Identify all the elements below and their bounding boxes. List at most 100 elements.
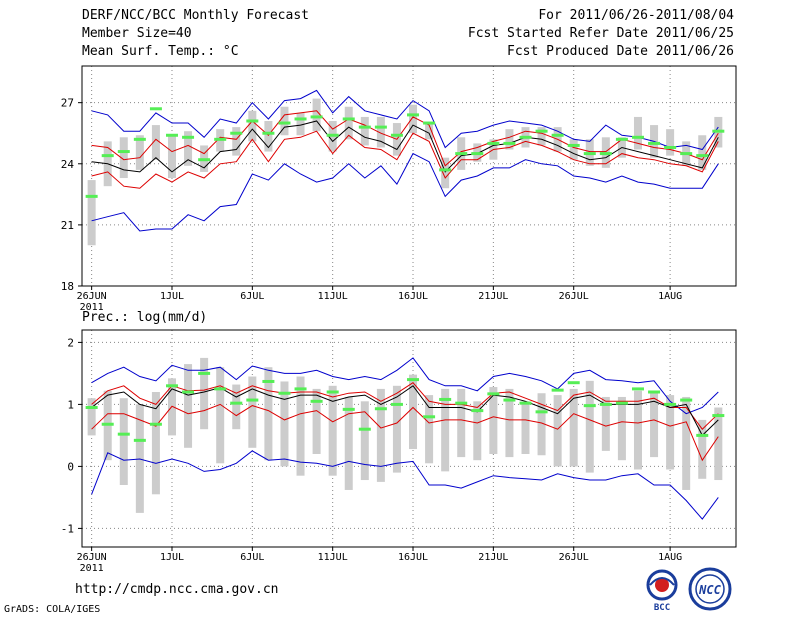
prec-ensemble-box	[328, 385, 337, 476]
precip-variable-label: Prec.: log(mm/d)	[82, 310, 208, 325]
prec-xtick-label: 16JUL	[398, 552, 428, 563]
temp-ensemble-box	[425, 123, 434, 140]
prec-xtick-label: 21JUL	[478, 552, 508, 563]
prec-ytick-label: -1	[61, 522, 74, 535]
temp-ensemble-box	[537, 127, 546, 146]
temp-xtick-year: 2011	[80, 302, 104, 313]
temp-ensemble-box	[409, 104, 418, 134]
prec-upper-line	[91, 382, 719, 430]
temp-xtick-label: 1JUL	[160, 291, 184, 302]
prec-ensemble-box	[360, 401, 369, 481]
prec-max-line	[91, 357, 719, 415]
prec-ensemble-box	[216, 367, 225, 464]
temp-ensemble-box	[232, 127, 241, 156]
prec-ensemble-box	[184, 364, 193, 448]
ncc-logo: NCC	[688, 567, 732, 611]
temp-ensemble-box	[184, 131, 193, 166]
prec-xtick-label: 6JUL	[240, 552, 264, 563]
temp-ensemble-box	[698, 135, 707, 170]
temp-upper-line	[91, 110, 719, 167]
svg-text:BCC: BCC	[654, 603, 670, 613]
prec-ytick-label: 2	[67, 336, 74, 349]
prec-ensemble-box	[200, 357, 209, 430]
prec-lower-line	[91, 403, 719, 462]
temp-ensemble-box	[376, 116, 385, 148]
temp-ensemble-box	[167, 135, 176, 179]
prec-ensemble-box	[264, 367, 273, 461]
prec-ensemble-box	[457, 388, 466, 458]
prec-ensemble-box	[473, 401, 482, 461]
grads-credit: GrADS: COLA/IGES	[4, 604, 101, 615]
temp-ensemble-box	[296, 112, 305, 136]
temp-ytick-label: 21	[61, 219, 74, 232]
temp-ensemble-box	[87, 180, 96, 246]
temp-ensemble-box	[248, 110, 257, 142]
chart-title: DERF/NCC/BCC Monthly Forecast	[82, 8, 309, 23]
prec-ensemble-box	[119, 398, 128, 485]
temp-ensemble-box	[360, 116, 369, 146]
prec-ensemble-box	[376, 388, 385, 482]
temp-xtick-label: 26JUN	[77, 291, 107, 302]
temp-ensemble-box	[505, 129, 514, 150]
temp-ensemble-box	[666, 129, 675, 156]
member-size: Member Size=40	[82, 26, 192, 41]
temp-ytick-label: 24	[61, 158, 75, 171]
prec-ensemble-box	[248, 376, 257, 448]
temp-xtick-label: 1AUG	[658, 291, 682, 302]
prec-min-line	[91, 450, 719, 520]
temp-ensemble-box	[441, 157, 450, 189]
temp-ensemble-box	[312, 98, 321, 132]
prec-ensemble-box	[633, 390, 642, 470]
prec-ensemble-box	[569, 388, 578, 467]
bcc-logo: BCC	[646, 569, 678, 613]
prec-ensemble-box	[521, 401, 530, 454]
prec-ensemble-box	[151, 392, 160, 495]
prec-ensemble-box	[232, 384, 241, 430]
temp-ensemble-box	[151, 125, 160, 160]
svg-text:NCC: NCC	[698, 583, 721, 597]
temp-ensemble-box	[344, 106, 353, 140]
temp-mean-line	[91, 120, 719, 173]
temp-ytick-label: 18	[61, 280, 74, 293]
temp-ensemble-box	[569, 139, 578, 160]
fcst-started-date: Fcst Started Refer Date 2011/06/25	[467, 26, 734, 41]
prec-mean-line	[91, 385, 719, 437]
prec-plot-frame	[81, 329, 737, 548]
prec-ensemble-box	[409, 374, 418, 450]
prec-ensemble-box	[344, 396, 353, 490]
prec-xtick-label: 26JUL	[559, 552, 589, 563]
temp-ensemble-box	[280, 106, 289, 136]
temp-xtick-label: 11JUL	[318, 291, 348, 302]
forecast-range: For 2011/06/26-2011/08/04	[538, 8, 734, 23]
prec-ensemble-box	[666, 395, 675, 470]
temp-ensemble-box	[264, 121, 273, 152]
variable-label: Mean Surf. Temp.: °C	[82, 44, 239, 59]
temp-plot-frame	[81, 65, 737, 287]
prec-xtick-year: 2011	[80, 563, 104, 574]
prec-ensemble-box	[505, 388, 514, 458]
temp-ensemble-box	[633, 116, 642, 150]
temp-xtick-label: 26JUL	[559, 291, 589, 302]
prec-ensemble-box	[312, 388, 321, 454]
prec-ensemble-box	[441, 388, 450, 472]
prec-ensemble-box	[537, 393, 546, 456]
prec-ensemble-box	[489, 387, 498, 454]
prec-xtick-label: 1JUL	[160, 552, 184, 563]
prec-xtick-label: 26JUN	[77, 552, 107, 563]
temp-xtick-label: 21JUL	[478, 291, 508, 302]
prec-ensemble-box	[617, 396, 626, 461]
prec-ensemble-box	[698, 419, 707, 479]
source-url: http://cmdp.ncc.cma.gov.cn	[75, 582, 279, 597]
prec-xtick-label: 11JUL	[318, 552, 348, 563]
prec-xtick-label: 1AUG	[658, 552, 682, 563]
temp-min-line	[91, 152, 719, 232]
prec-ensemble-box	[87, 398, 96, 436]
prec-ytick-label: 0	[67, 460, 74, 473]
temp-lower-line	[91, 130, 719, 189]
prec-ensemble-box	[650, 390, 659, 458]
temp-ensemble-box	[119, 137, 128, 179]
prec-ensemble-box	[553, 395, 562, 467]
prec-ensemble-box	[585, 380, 594, 473]
prec-ytick-label: 1	[67, 398, 74, 411]
